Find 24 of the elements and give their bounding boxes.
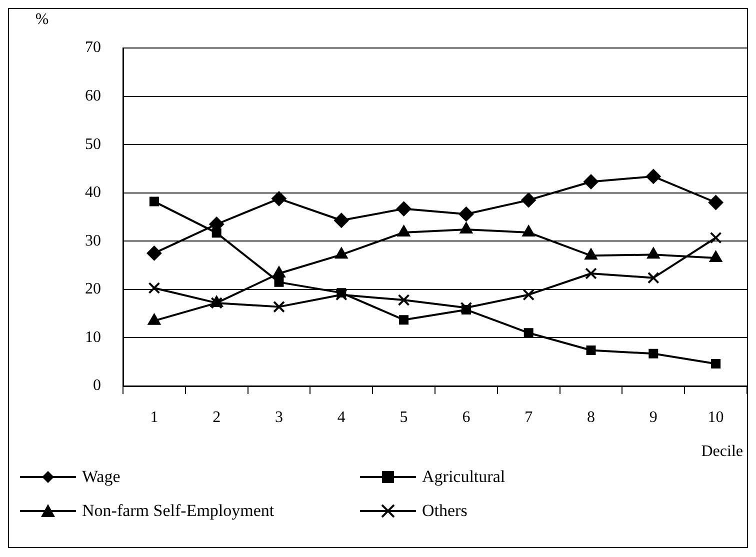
- y-tick-label: 20: [85, 280, 101, 298]
- y-tick-label: 30: [85, 232, 101, 250]
- x-tick-label: 5: [400, 408, 408, 426]
- x-tick-label: 3: [275, 408, 283, 426]
- x-tick-label: 9: [649, 408, 658, 426]
- y-axis-title: %: [35, 11, 49, 28]
- legend-label: Non-farm Self-Employment: [82, 501, 274, 521]
- x-tick-label: 1: [150, 408, 158, 426]
- y-tick-label: 70: [85, 39, 101, 56]
- x-tick-label: 7: [524, 408, 533, 426]
- x-tick-label: 2: [212, 408, 221, 426]
- y-tick-label: 40: [85, 184, 101, 202]
- x-tick-label: 4: [337, 408, 346, 426]
- y-tick-label: 0: [93, 377, 101, 394]
- x-tick-label: 8: [587, 408, 595, 426]
- x-tick-label: 6: [462, 408, 470, 426]
- x-axis-title: Decile: [701, 443, 743, 460]
- y-tick-label: 10: [85, 328, 101, 346]
- x-tick-label: 10: [708, 408, 724, 426]
- y-tick-label: 50: [85, 136, 101, 153]
- y-tick-label: 60: [85, 87, 101, 104]
- legend-label: Wage: [82, 467, 120, 487]
- legend-label: Others: [422, 501, 468, 521]
- legend-label: Agricultural: [422, 467, 506, 487]
